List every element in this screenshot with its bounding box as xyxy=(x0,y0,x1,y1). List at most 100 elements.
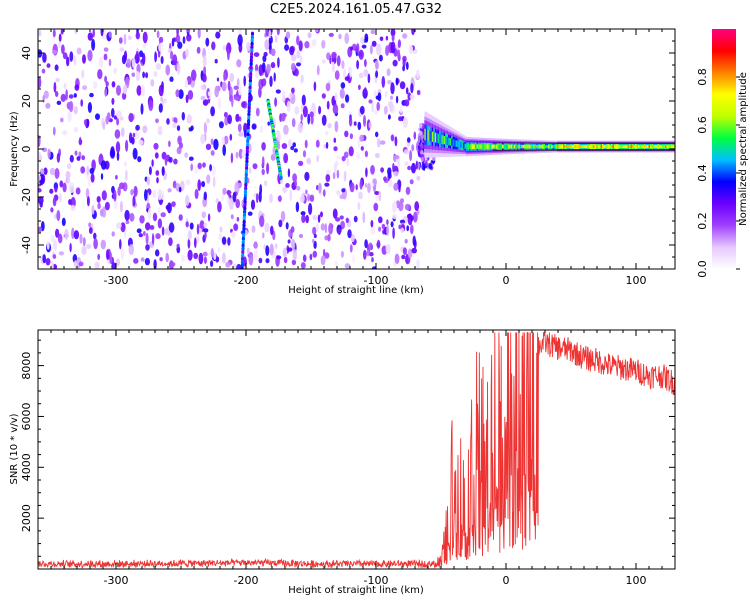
heatmap-cell xyxy=(349,67,352,78)
heatmap-cell xyxy=(203,65,207,77)
heatmap-cell xyxy=(116,110,122,119)
heatmap-cell xyxy=(129,212,135,222)
heatmap-cell xyxy=(262,232,265,239)
heatmap-cell xyxy=(158,84,164,97)
heatmap-cell xyxy=(42,147,48,153)
heatmap-signal-cell xyxy=(612,145,615,149)
heatmap-cell xyxy=(370,44,373,55)
heatmap-cell xyxy=(172,122,177,129)
heatmap-signal-cell xyxy=(554,145,557,148)
heatmap-cell xyxy=(399,81,406,90)
heatmap-cell xyxy=(414,201,420,212)
heatmap-cell xyxy=(344,32,350,45)
heatmap-cell xyxy=(254,64,259,72)
heatmap-cell xyxy=(325,174,331,182)
heatmap-cell xyxy=(395,95,399,104)
heatmap-cell xyxy=(184,78,188,89)
heatmap-cell xyxy=(124,209,130,221)
heatmap-cell xyxy=(139,215,145,224)
heatmap-cell xyxy=(142,31,148,44)
heatmap-cell xyxy=(259,184,263,195)
heatmap-cell xyxy=(214,58,218,64)
heatmap-signal-cell xyxy=(476,144,479,149)
heatmap-cell xyxy=(187,90,194,100)
heatmap-cell xyxy=(67,110,72,123)
heatmap-cell xyxy=(190,163,194,171)
heatmap-cell xyxy=(371,257,374,263)
heatmap-cell xyxy=(400,227,405,234)
heatmap-cell xyxy=(201,181,206,188)
heatmap-cell xyxy=(294,180,298,187)
heatmap-cell xyxy=(172,54,178,66)
heatmap-signal-cell xyxy=(455,140,458,147)
heatmap-cell xyxy=(416,89,421,96)
heatmap-cell xyxy=(187,238,191,249)
snr-y-tick-label: 6000 xyxy=(20,402,33,430)
snr-panel: -300 -200 -100 0 100 2000 4000 6000 8000 Height… xyxy=(9,329,676,596)
heatmap-cell xyxy=(115,175,118,180)
heatmap-cell xyxy=(390,41,396,54)
heatmap-cell xyxy=(406,225,410,232)
heatmap-signal-cell xyxy=(563,145,566,149)
heatmap-cell xyxy=(255,193,259,204)
heatmap-signal-cell xyxy=(451,138,454,146)
heatmap-cell xyxy=(325,141,329,149)
heatmap-cell xyxy=(214,86,219,98)
heatmap-cell xyxy=(142,125,148,134)
heatmap-cell xyxy=(97,202,101,210)
heatmap-cell xyxy=(397,39,401,48)
heatmap-cell xyxy=(194,188,199,200)
heatmap-cell xyxy=(226,190,232,195)
heatmap-cell xyxy=(334,70,340,80)
heatmap-cell xyxy=(407,92,412,101)
heatmap-x-axis-label: Height of straight line (km) xyxy=(288,285,424,296)
heatmap-cell xyxy=(111,97,115,105)
heatmap-signal-cell xyxy=(531,144,534,149)
heatmap-cell xyxy=(179,142,183,149)
heatmap-cell xyxy=(292,173,297,183)
colorbar-ticks: 0.0 0.2 0.4 0.6 0.8 xyxy=(696,68,740,278)
heatmap-cell xyxy=(211,41,216,51)
heatmap-cell xyxy=(296,50,301,59)
heatmap-cell xyxy=(103,53,108,61)
heatmap-cell xyxy=(360,146,364,151)
heatmap-streak-cell xyxy=(248,82,252,87)
heatmap-streak-cell xyxy=(248,85,252,90)
heatmap-signal-cell xyxy=(516,144,520,149)
heatmap-cell xyxy=(135,31,140,40)
heatmap-signal-cell xyxy=(647,145,650,149)
snr-x-tick-label: 0 xyxy=(503,574,510,587)
heatmap-cell xyxy=(365,167,368,178)
heatmap-cell xyxy=(178,214,183,221)
heatmap-signal-cell xyxy=(639,145,642,149)
heatmap-cell xyxy=(168,140,171,148)
heatmap-cell xyxy=(56,100,62,106)
heatmap-cell xyxy=(377,92,382,102)
heatmap-cell xyxy=(229,133,233,141)
heatmap-cell xyxy=(86,196,90,207)
heatmap-cell xyxy=(197,29,201,39)
heatmap-cell xyxy=(261,156,265,168)
heatmap-cell xyxy=(370,227,376,235)
heatmap-streak-cell xyxy=(249,75,253,80)
heatmap-cell xyxy=(87,49,93,62)
heatmap-cell xyxy=(258,64,263,77)
heatmap-cell xyxy=(402,247,407,255)
heatmap-cell xyxy=(270,48,276,57)
heatmap-cell xyxy=(268,29,272,39)
heatmap-cell xyxy=(45,102,51,109)
heatmap-signal-cell xyxy=(430,131,433,142)
heatmap-signal-cell xyxy=(530,144,533,149)
heatmap-streak-cell xyxy=(244,179,248,184)
heatmap-signal-cell xyxy=(617,145,620,149)
heatmap-cell xyxy=(316,155,320,162)
heatmap-cell xyxy=(282,186,288,194)
heatmap-cell xyxy=(130,189,134,196)
heatmap-signal-cell xyxy=(648,145,651,149)
heatmap-cell xyxy=(409,179,414,185)
heatmap-y-tick-label: 0 xyxy=(20,146,33,153)
heatmap-cell xyxy=(227,114,233,125)
heatmap-cell xyxy=(364,239,368,249)
heatmap-signal-cell xyxy=(490,144,493,149)
heatmap-signal-cell xyxy=(540,145,543,149)
